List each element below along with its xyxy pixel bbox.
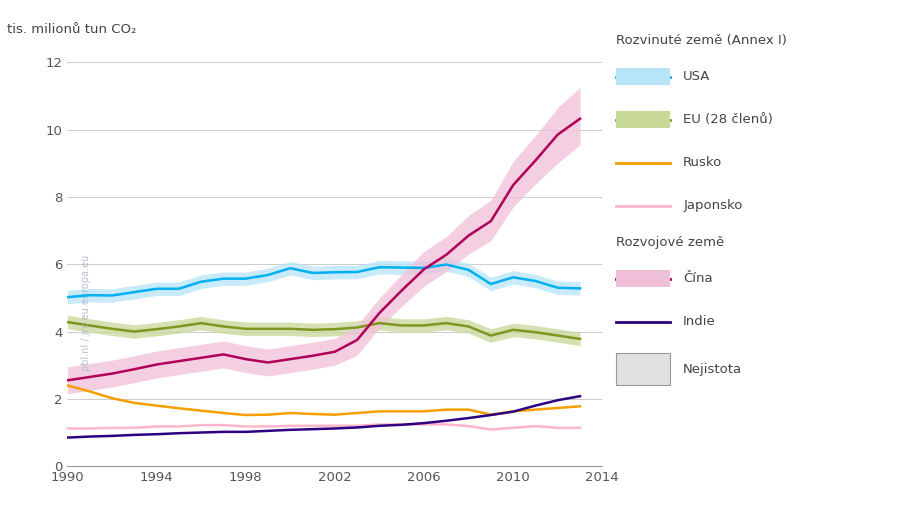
Text: Čína: Čína <box>683 272 713 285</box>
Text: EU (28 členů): EU (28 členů) <box>683 113 773 126</box>
Text: Japonsko: Japonsko <box>683 199 743 212</box>
Text: Rozvinuté země (Annex I): Rozvinuté země (Annex I) <box>616 34 787 47</box>
Text: Rusko: Rusko <box>683 156 723 169</box>
Text: tis. milionů tun CO₂: tis. milionů tun CO₂ <box>7 23 137 36</box>
Text: USA: USA <box>683 70 710 83</box>
Text: Indie: Indie <box>683 315 716 328</box>
Text: pbl.nl / jrc.eu.europa.eu: pbl.nl / jrc.eu.europa.eu <box>81 254 91 371</box>
Text: Rozvojové země: Rozvojové země <box>616 236 724 249</box>
Text: Nejistota: Nejistota <box>683 363 743 376</box>
